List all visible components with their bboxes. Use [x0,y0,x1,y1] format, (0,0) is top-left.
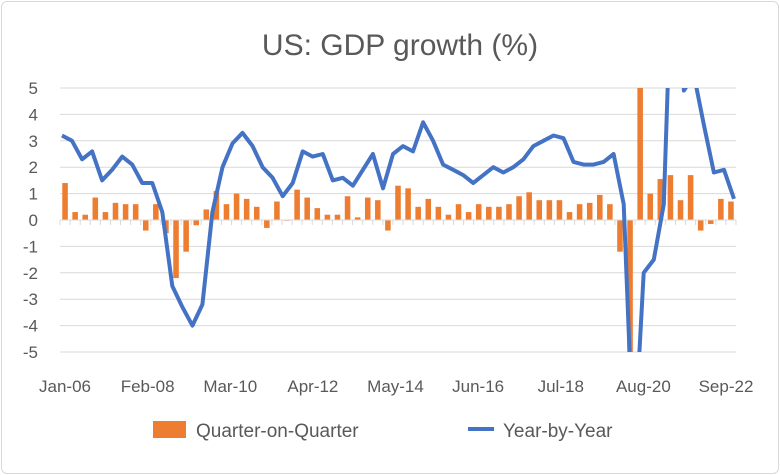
bar-qoq [697,220,704,231]
bar-qoq [536,200,543,220]
y-tick-label: -5 [23,343,38,362]
y-tick-label: 1 [29,185,38,204]
y-tick-label: 4 [29,105,38,124]
legend: Quarter-on-Quarter Year-by-Year [153,421,613,442]
y-tick-label: -4 [23,317,38,336]
legend-swatch-quarter-on-quarter [153,421,186,438]
bar-qoq [597,194,603,220]
bar-series-quarter-on-quarter [62,88,734,352]
y-tick-label: 3 [29,132,38,151]
bar-qoq [546,200,553,220]
bar-qoq [102,212,109,220]
bar-qoq [223,204,230,220]
bar-qoq [183,220,189,252]
bar-qoq [728,201,734,220]
bar-qoq [576,204,583,220]
bar-qoq [132,204,139,220]
bar-qoq [72,212,78,220]
x-tick-label: Mar-10 [203,377,257,396]
x-tick-label: Sep-22 [699,377,754,396]
bar-qoq [213,190,220,220]
bar-qoq [647,193,654,220]
legend-label-quarter-on-quarter: Quarter-on-Quarter [196,421,359,442]
zero-axis [59,219,737,225]
y-tick-label: 2 [29,158,38,177]
y-tick-label: -2 [23,264,38,283]
bar-qoq [344,196,351,220]
chart-title: US: GDP growth (%) [262,29,538,62]
bar-qoq [486,206,492,220]
x-tick-label: Feb-08 [121,377,175,396]
bar-qoq [556,200,563,220]
bar-qoq [243,198,250,220]
bar-qoq [617,220,623,252]
bar-qoq [395,185,401,220]
bar-qoq [455,204,462,220]
bar-qoq [264,220,270,228]
bar-qoq [496,206,502,220]
line-series-year-by-year [61,88,736,352]
bar-qoq [607,204,613,220]
bar-qoq [203,209,210,220]
x-axis-ticks: Jan-06 Feb-08 Mar-10 Apr-12 May-14 Jun-16 Jul-… [39,377,753,396]
bar-qoq [173,220,179,279]
bar-qoq [657,179,664,220]
bar-qoq [274,201,280,220]
bar-qoq [304,197,310,220]
legend-label-year-by-year: Year-by-Year [503,421,613,442]
bar-qoq [708,220,714,224]
x-tick-label: Jun-16 [452,377,504,396]
y-tick-label: -1 [23,237,38,256]
bar-qoq [425,198,432,220]
bar-qoq [314,208,321,220]
y-tick-label: 5 [29,79,38,98]
x-tick-label: May-14 [367,377,424,396]
x-tick-label: Jan-06 [39,377,91,396]
bar-qoq [506,204,512,220]
bar-qoq [435,206,442,220]
bar-qoq [294,189,300,220]
bar-qoq [516,196,522,220]
x-tick-label: Jul-18 [538,377,584,396]
bar-qoq [405,188,411,220]
y-tick-label: 0 [29,211,38,230]
bar-qoq [586,202,593,220]
bar-qoq [92,197,99,220]
bar-qoq [385,220,391,231]
bar-qoq [445,214,452,220]
bar-qoq [526,192,532,220]
bar-qoq [687,175,694,220]
bar-qoq [324,214,331,220]
line-yoy [61,88,736,352]
y-axis-ticks: 5 4 3 2 1 0 -1 -2 -3 -4 -5 [23,79,38,362]
bar-qoq [193,220,199,226]
y-tick-label: -3 [23,290,38,309]
bar-qoq [334,214,341,220]
x-tick-label: Aug-20 [616,377,671,396]
bar-qoq [112,202,119,220]
bar-qoq [375,200,381,220]
bar-qoq [677,200,684,220]
bar-qoq [153,204,159,220]
bar-qoq [627,220,633,352]
bar-qoq [142,220,149,231]
x-tick-label: Apr-12 [287,377,338,396]
bar-qoq [667,175,674,220]
bar-qoq [718,198,724,220]
bar-qoq [82,214,88,220]
bar-qoq [354,217,361,220]
bar-qoq [566,212,573,220]
bar-qoq [233,193,240,220]
bar-qoq [62,183,68,220]
bar-qoq [475,204,482,220]
bar-qoq [415,206,421,220]
bar-qoq [637,88,643,220]
bar-qoq [465,212,472,220]
bar-qoq [253,206,260,220]
bar-qoq [364,197,371,220]
bar-qoq [122,204,129,220]
